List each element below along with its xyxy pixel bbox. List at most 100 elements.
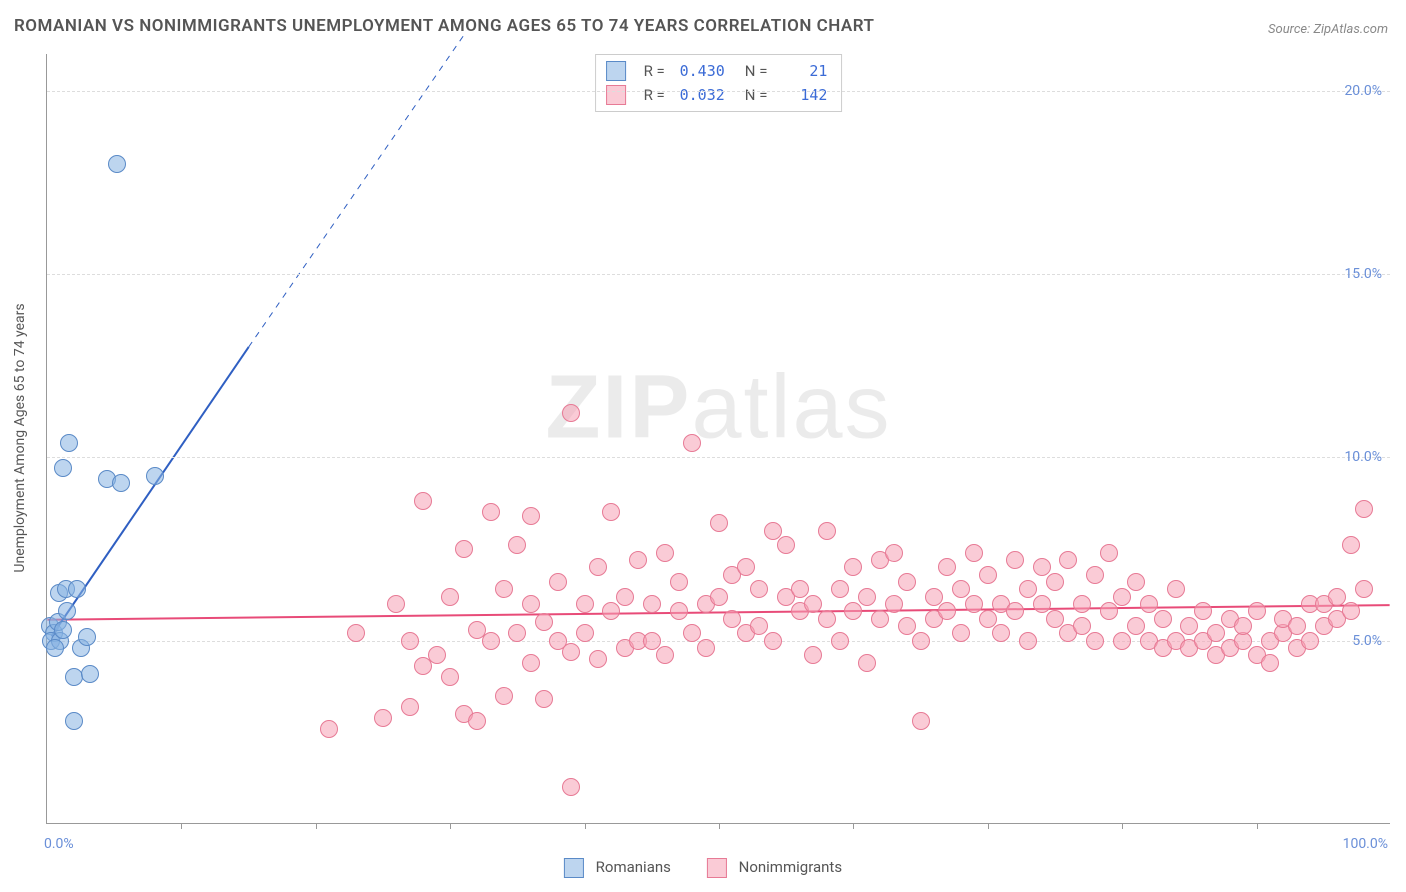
- x-axis-tick-mark: [1257, 823, 1258, 829]
- marker-nonimmigrants: [562, 404, 580, 422]
- y-axis-tick: 15.0%: [1344, 266, 1382, 282]
- marker-nonimmigrants: [1019, 580, 1037, 598]
- marker-nonimmigrants: [804, 646, 822, 664]
- marker-romanians: [65, 712, 83, 730]
- marker-romanians: [54, 459, 72, 477]
- x-axis-tick-mark: [585, 823, 586, 829]
- marker-nonimmigrants: [629, 551, 647, 569]
- marker-nonimmigrants: [764, 632, 782, 650]
- x-axis-tick-mark: [316, 823, 317, 829]
- marker-nonimmigrants: [1328, 588, 1346, 606]
- marker-nonimmigrants: [414, 492, 432, 510]
- marker-nonimmigrants: [576, 595, 594, 613]
- marker-nonimmigrants: [1207, 624, 1225, 642]
- marker-nonimmigrants: [1288, 617, 1306, 635]
- x-axis-tick-100: 100.0%: [1343, 836, 1388, 852]
- stats-row-nonimmigrants: R = 0.032 N = 142: [606, 83, 828, 107]
- marker-romanians: [58, 602, 76, 620]
- marker-nonimmigrants: [1006, 551, 1024, 569]
- r-label: R =: [644, 62, 665, 80]
- marker-nonimmigrants: [670, 602, 688, 620]
- marker-nonimmigrants: [858, 654, 876, 672]
- swatch-romanians: [564, 858, 584, 878]
- n-label: N =: [745, 62, 768, 80]
- marker-nonimmigrants: [938, 602, 956, 620]
- marker-nonimmigrants: [401, 632, 419, 650]
- marker-romanians: [108, 155, 126, 173]
- marker-romanians: [112, 474, 130, 492]
- marker-nonimmigrants: [1033, 595, 1051, 613]
- marker-romanians: [46, 639, 64, 657]
- swatch-nonimmigrants: [707, 858, 727, 878]
- y-axis-label: Unemployment Among Ages 65 to 74 years: [12, 268, 28, 608]
- x-axis-tick-mark: [853, 823, 854, 829]
- marker-nonimmigrants: [387, 595, 405, 613]
- marker-nonimmigrants: [482, 503, 500, 521]
- marker-nonimmigrants: [522, 595, 540, 613]
- marker-nonimmigrants: [576, 624, 594, 642]
- marker-nonimmigrants: [482, 632, 500, 650]
- n-value-nonimmigrants: 142: [777, 86, 827, 104]
- x-axis-tick-0: 0.0%: [44, 836, 74, 852]
- y-axis-tick: 5.0%: [1352, 633, 1382, 649]
- marker-nonimmigrants: [683, 434, 701, 452]
- swatch-nonimmigrants: [606, 85, 626, 105]
- marker-nonimmigrants: [428, 646, 446, 664]
- marker-nonimmigrants: [952, 580, 970, 598]
- marker-nonimmigrants: [723, 610, 741, 628]
- y-axis-tick: 10.0%: [1344, 449, 1382, 465]
- marker-nonimmigrants: [1355, 500, 1373, 518]
- chart-plot-area: ZIPatlas R = 0.430 N = 21 R = 0.032 N = …: [46, 54, 1390, 824]
- marker-nonimmigrants: [1140, 595, 1158, 613]
- source-name: ZipAtlas.com: [1313, 22, 1388, 37]
- marker-nonimmigrants: [656, 544, 674, 562]
- source-label: Source:: [1268, 22, 1313, 37]
- stats-legend: R = 0.430 N = 21 R = 0.032 N = 142: [595, 54, 843, 112]
- marker-nonimmigrants: [885, 544, 903, 562]
- marker-nonimmigrants: [522, 507, 540, 525]
- marker-nonimmigrants: [508, 624, 526, 642]
- marker-nonimmigrants: [495, 580, 513, 598]
- marker-nonimmigrants: [455, 540, 473, 558]
- trend-lines-layer: [47, 54, 1390, 823]
- marker-nonimmigrants: [1019, 632, 1037, 650]
- marker-nonimmigrants: [979, 566, 997, 584]
- r-label: R =: [644, 86, 665, 104]
- watermark-light: atlas: [691, 357, 891, 457]
- marker-nonimmigrants: [535, 690, 553, 708]
- marker-nonimmigrants: [441, 668, 459, 686]
- marker-nonimmigrants: [1100, 602, 1118, 620]
- chart-title: ROMANIAN VS NONIMMIGRANTS UNEMPLOYMENT A…: [14, 16, 874, 36]
- marker-nonimmigrants: [535, 613, 553, 631]
- marker-nonimmigrants: [683, 624, 701, 642]
- marker-nonimmigrants: [401, 698, 419, 716]
- marker-nonimmigrants: [1100, 544, 1118, 562]
- x-axis-tick-mark: [181, 823, 182, 829]
- marker-nonimmigrants: [912, 712, 930, 730]
- marker-nonimmigrants: [1234, 617, 1252, 635]
- marker-romanians: [78, 628, 96, 646]
- marker-nonimmigrants: [979, 610, 997, 628]
- marker-nonimmigrants: [441, 588, 459, 606]
- marker-nonimmigrants: [965, 595, 983, 613]
- n-value-romanians: 21: [777, 62, 827, 80]
- marker-nonimmigrants: [1086, 566, 1104, 584]
- marker-nonimmigrants: [898, 617, 916, 635]
- marker-nonimmigrants: [1073, 595, 1091, 613]
- marker-nonimmigrants: [656, 646, 674, 664]
- marker-nonimmigrants: [1113, 588, 1131, 606]
- bottom-legend: Romanians Nonimmigrants: [564, 858, 842, 878]
- marker-nonimmigrants: [1355, 580, 1373, 598]
- r-value-romanians: 0.430: [675, 62, 725, 80]
- r-value-nonimmigrants: 0.032: [675, 86, 725, 104]
- marker-nonimmigrants: [777, 536, 795, 554]
- y-axis-label-wrap: Unemployment Among Ages 65 to 74 years: [0, 0, 32, 892]
- source-attribution: Source: ZipAtlas.com: [1268, 22, 1388, 37]
- marker-romanians: [146, 467, 164, 485]
- marker-nonimmigrants: [1167, 580, 1185, 598]
- marker-nonimmigrants: [1180, 617, 1198, 635]
- marker-nonimmigrants: [1113, 632, 1131, 650]
- marker-nonimmigrants: [1342, 536, 1360, 554]
- marker-nonimmigrants: [522, 654, 540, 672]
- marker-nonimmigrants: [750, 617, 768, 635]
